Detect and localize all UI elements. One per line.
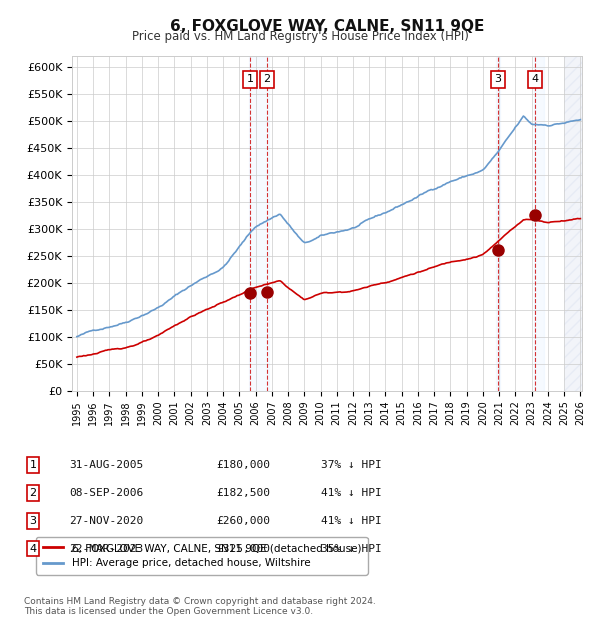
Text: Contains HM Land Registry data © Crown copyright and database right 2024.: Contains HM Land Registry data © Crown c…: [24, 598, 376, 606]
Text: 3: 3: [29, 516, 37, 526]
Bar: [496, 56, 500, 391]
Text: £325,000: £325,000: [216, 544, 270, 554]
Text: 2: 2: [263, 74, 271, 84]
Text: 27-NOV-2020: 27-NOV-2020: [69, 516, 143, 526]
Bar: [564, 56, 582, 391]
Title: 6, FOXGLOVE WAY, CALNE, SN11 9QE: 6, FOXGLOVE WAY, CALNE, SN11 9QE: [170, 19, 484, 34]
Bar: [534, 56, 544, 391]
Text: 2: 2: [29, 488, 37, 498]
Text: 4: 4: [532, 74, 539, 84]
Text: 41% ↓ HPI: 41% ↓ HPI: [321, 488, 382, 498]
Text: 1: 1: [247, 74, 254, 84]
Text: £260,000: £260,000: [216, 516, 270, 526]
Text: £182,500: £182,500: [216, 488, 270, 498]
Text: 08-SEP-2006: 08-SEP-2006: [69, 488, 143, 498]
Text: 35% ↓ HPI: 35% ↓ HPI: [321, 544, 382, 554]
Legend: 6, FOXGLOVE WAY, CALNE, SN11 9QE (detached house), HPI: Average price, detached : 6, FOXGLOVE WAY, CALNE, SN11 9QE (detach…: [37, 537, 368, 575]
Text: 31-AUG-2005: 31-AUG-2005: [69, 460, 143, 470]
Text: Price paid vs. HM Land Registry's House Price Index (HPI): Price paid vs. HM Land Registry's House …: [131, 30, 469, 43]
Text: 4: 4: [29, 544, 37, 554]
Bar: [248, 56, 269, 391]
Text: 1: 1: [29, 460, 37, 470]
Text: This data is licensed under the Open Government Licence v3.0.: This data is licensed under the Open Gov…: [24, 607, 313, 616]
Text: 22-MAR-2023: 22-MAR-2023: [69, 544, 143, 554]
Text: £180,000: £180,000: [216, 460, 270, 470]
Text: 3: 3: [494, 74, 502, 84]
Text: 41% ↓ HPI: 41% ↓ HPI: [321, 516, 382, 526]
Text: 37% ↓ HPI: 37% ↓ HPI: [321, 460, 382, 470]
